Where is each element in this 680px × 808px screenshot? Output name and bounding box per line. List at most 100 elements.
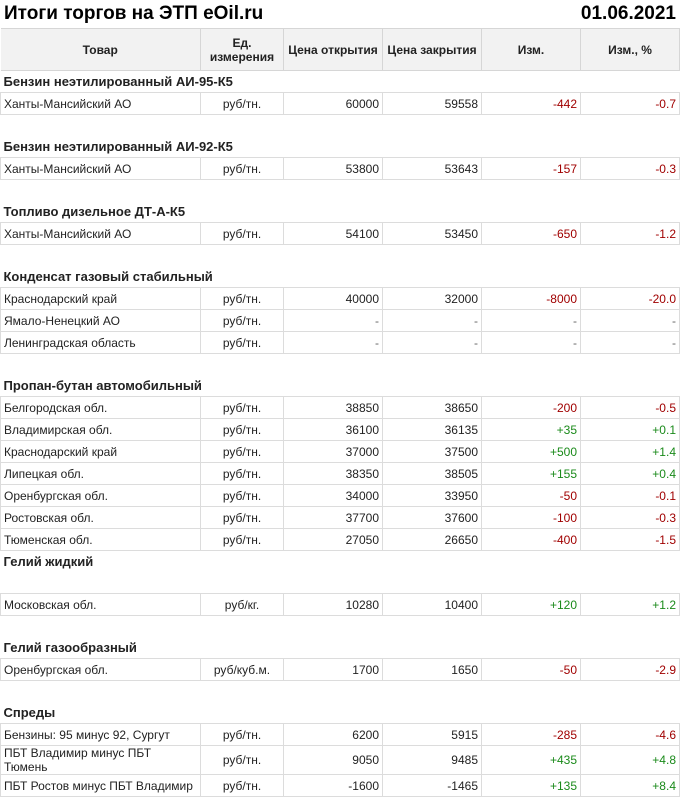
cell: 37700 bbox=[283, 506, 383, 529]
spacer bbox=[1, 681, 680, 703]
data-row: Московская обл. руб/кг. 10280 10400 +120 +1.2 bbox=[0, 593, 680, 616]
cell: +1.4 bbox=[580, 440, 680, 463]
cell: 9050 bbox=[283, 745, 383, 775]
cell: -0.7 bbox=[580, 92, 680, 115]
cell: 5915 bbox=[382, 723, 482, 746]
cell: Бензины: 95 минус 92, Сургут bbox=[0, 723, 201, 746]
cell: -1.2 bbox=[580, 222, 680, 245]
spacer-cell bbox=[1, 354, 680, 376]
data-row: Ростовская обл. руб/тн. 37700 37600 -100 -0.3 bbox=[0, 506, 680, 529]
spacer bbox=[1, 572, 680, 594]
cell: -50 bbox=[481, 484, 581, 507]
cell: - bbox=[580, 309, 680, 332]
cell: руб/тн. bbox=[200, 774, 284, 797]
cell: -0.3 bbox=[580, 506, 680, 529]
data-row: Белгородская обл. руб/тн. 38850 38650 -200 -0… bbox=[0, 396, 680, 419]
data-row: Оренбургская обл. руб/тн. 34000 33950 -50 -0.… bbox=[0, 484, 680, 507]
data-row: Ханты-Мансийский АО руб/тн. 53800 53643 -157… bbox=[0, 157, 680, 180]
cell: - bbox=[283, 309, 383, 332]
cell: -1465 bbox=[382, 774, 482, 797]
cell: руб/тн. bbox=[200, 723, 284, 746]
section-title: Гелий газообразный bbox=[3, 639, 137, 655]
section-row: Бензин неэтилированный АИ-92-К5 bbox=[1, 136, 680, 158]
cell: -0.3 bbox=[580, 157, 680, 180]
cell: 27050 bbox=[283, 528, 383, 551]
data-row: ПБТ Ростов минус ПБТ Владимир руб/тн. -160… bbox=[0, 774, 680, 797]
cell: 38650 bbox=[382, 396, 482, 419]
data-row: Тюменская обл. руб/тн. 27050 26650 -400 -1.5 bbox=[0, 528, 680, 551]
cell: руб/тн. bbox=[200, 745, 284, 775]
cell: 53800 bbox=[283, 157, 383, 180]
cell: - bbox=[481, 309, 581, 332]
cell: -200 bbox=[481, 396, 581, 419]
cell: -400 bbox=[481, 528, 581, 551]
title: Итоги торгов на ЭТП eOil.ru bbox=[4, 3, 264, 24]
data-row: Краснодарский край руб/тн. 37000 37500 +500 +… bbox=[0, 440, 680, 463]
section-row: Гелий жидкий bbox=[1, 551, 680, 573]
cell: Ханты-Мансийский АО bbox=[0, 222, 201, 245]
cell: Московская обл. bbox=[0, 593, 201, 616]
cell: -50 bbox=[481, 658, 581, 681]
cell: -4.6 bbox=[580, 723, 680, 746]
cell: Ленинградская область bbox=[0, 331, 201, 354]
cell: руб/тн. bbox=[200, 506, 284, 529]
cell: 9485 bbox=[382, 745, 482, 775]
cell: - bbox=[580, 331, 680, 354]
cell: Краснодарский край bbox=[0, 287, 201, 310]
data-row: Ленинградская область руб/тн. - - - - bbox=[0, 331, 680, 354]
cell: +4.8 bbox=[580, 745, 680, 775]
cell: 34000 bbox=[283, 484, 383, 507]
cell: 38850 bbox=[283, 396, 383, 419]
section-title: Бензин неэтилированный АИ-92-К5 bbox=[3, 138, 233, 154]
cell: -1600 bbox=[283, 774, 383, 797]
cell: 32000 bbox=[382, 287, 482, 310]
cell: 59558 bbox=[382, 92, 482, 115]
cell: ПБТ Ростов минус ПБТ Владимир bbox=[0, 774, 201, 797]
data-row: Ханты-Мансийский АО руб/тн. 60000 59558 -442… bbox=[0, 92, 680, 115]
cell: руб/кг. bbox=[200, 593, 284, 616]
cell: 33950 bbox=[382, 484, 482, 507]
section-row: Гелий газообразный bbox=[1, 637, 680, 659]
header-row: Товар Ед. измерения Цена открытия Цена закр… bbox=[0, 28, 680, 71]
cell: -650 bbox=[481, 222, 581, 245]
cell: ПБТ Владимир минус ПБТ Тюмень bbox=[0, 745, 201, 775]
cell: руб/тн. bbox=[200, 309, 284, 332]
cell: +1.2 bbox=[580, 593, 680, 616]
cell: Липецкая обл. bbox=[0, 462, 201, 485]
spacer bbox=[1, 180, 680, 202]
cell: 10280 bbox=[283, 593, 383, 616]
data-row: Липецкая обл. руб/тн. 38350 38505 +155 +0.4 bbox=[0, 462, 680, 485]
cell: 38505 bbox=[382, 462, 482, 485]
title-bar: Итоги торгов на ЭТП eOil.ru 01.06.2021 bbox=[0, 0, 680, 28]
cell: 1650 bbox=[382, 658, 482, 681]
cell: +500 bbox=[481, 440, 581, 463]
cell: Белгородская обл. bbox=[0, 396, 201, 419]
spacer bbox=[1, 354, 680, 376]
cell: руб/тн. bbox=[200, 331, 284, 354]
cell: Краснодарский край bbox=[0, 440, 201, 463]
section-title: Бензин неэтилированный АИ-95-К5 bbox=[3, 73, 233, 89]
cell: 10400 bbox=[382, 593, 482, 616]
cell: руб/тн. bbox=[200, 157, 284, 180]
cell: 1700 bbox=[283, 658, 383, 681]
cell: руб/тн. bbox=[200, 222, 284, 245]
section-title: Гелий жидкий bbox=[3, 553, 94, 569]
column-header: Цена открытия bbox=[283, 28, 383, 71]
spacer bbox=[1, 616, 680, 638]
cell: - bbox=[481, 331, 581, 354]
cell: -157 bbox=[481, 157, 581, 180]
cell: - bbox=[283, 331, 383, 354]
cell: руб/тн. bbox=[200, 287, 284, 310]
cell: +35 bbox=[481, 418, 581, 441]
cell: +8.4 bbox=[580, 774, 680, 797]
cell: +435 bbox=[481, 745, 581, 775]
cell: +120 bbox=[481, 593, 581, 616]
cell: 60000 bbox=[283, 92, 383, 115]
cell: руб/тн. bbox=[200, 484, 284, 507]
cell: руб/тн. bbox=[200, 462, 284, 485]
results-table: Товар Ед. измерения Цена открытия Цена закр… bbox=[0, 28, 680, 797]
cell: +155 bbox=[481, 462, 581, 485]
cell: -0.1 bbox=[580, 484, 680, 507]
cell: руб/куб.м. bbox=[200, 658, 284, 681]
